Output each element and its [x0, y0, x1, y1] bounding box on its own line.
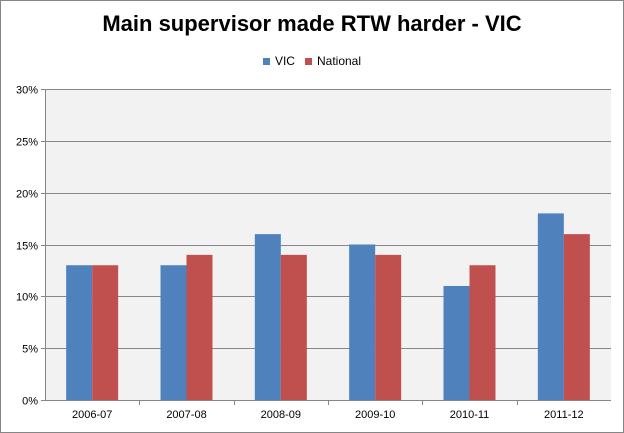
y-tick-label: 20% [16, 189, 38, 201]
legend-label-national: National [316, 54, 362, 68]
bar-vic [349, 244, 376, 400]
bar-vic [254, 234, 281, 400]
legend-item-vic: VIC [262, 54, 295, 68]
bar-national [375, 254, 402, 400]
bar-vic [66, 265, 93, 400]
bar-vic [443, 285, 470, 400]
y-tick-label: 0% [22, 396, 38, 408]
legend-item-national: National [304, 54, 362, 68]
y-tick-label: 10% [16, 292, 38, 304]
bar-national [92, 265, 119, 400]
bar-vic [160, 265, 187, 400]
plot-background [45, 89, 611, 400]
y-tick-label: 5% [22, 344, 38, 356]
x-tick-label: 2010-11 [450, 409, 490, 421]
bar-national [186, 254, 213, 400]
y-tick-label: 15% [16, 241, 38, 253]
x-tick-label: 2006-07 [72, 409, 112, 421]
x-tick-label: 2011-12 [544, 409, 584, 421]
bar-national [280, 254, 307, 400]
x-tick-label: 2008-09 [261, 409, 301, 421]
x-tick-label: 2009-10 [355, 409, 395, 421]
y-tick-label: 30% [16, 85, 38, 97]
legend-swatch-national [304, 57, 312, 65]
chart-title: Main supervisor made RTW harder - VIC [102, 11, 522, 36]
bar-vic [537, 213, 564, 400]
legend-swatch-vic [262, 57, 270, 65]
legend-label-vic: VIC [274, 54, 295, 68]
legend: VIC National [1, 54, 623, 68]
bar-national [469, 265, 496, 400]
bar-national [563, 234, 590, 400]
x-tick-label: 2007-08 [166, 409, 206, 421]
y-tick-label: 25% [16, 137, 38, 149]
